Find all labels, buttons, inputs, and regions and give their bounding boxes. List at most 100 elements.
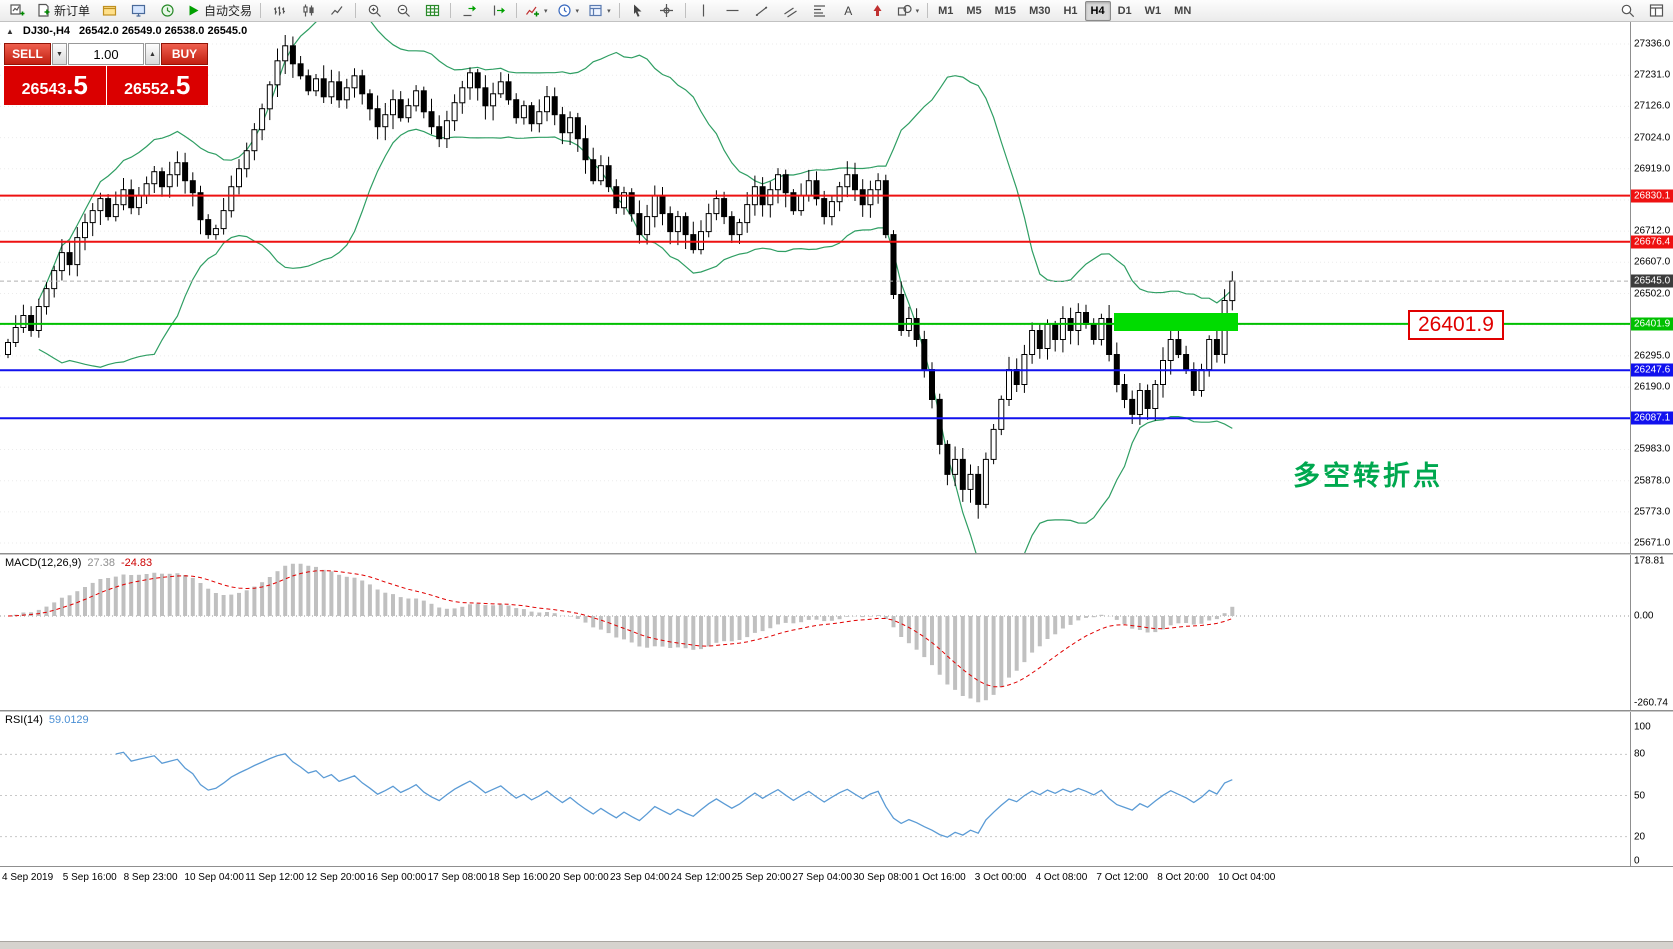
toolbar-separator bbox=[927, 3, 929, 18]
macd-axis-label: 178.81 bbox=[1634, 555, 1665, 567]
toolbar-new-order[interactable]: 新订单 bbox=[32, 0, 94, 22]
toolbar-indicators-list[interactable]: ▾ bbox=[521, 0, 552, 22]
buy-price-frac: .5 bbox=[168, 70, 191, 100]
toolbar-draw-vertical-line[interactable] bbox=[690, 0, 718, 22]
sell-price[interactable]: 26543.5 bbox=[4, 66, 106, 105]
time-axis: 4 Sep 2019 5 Sep 16:00 8 Sep 23:00 10 Sep 0… bbox=[0, 866, 1673, 890]
toolbar-bar-chart-mode[interactable] bbox=[265, 0, 293, 22]
toolbar-separator bbox=[516, 3, 518, 18]
timeframe-M1[interactable]: M1 bbox=[938, 4, 954, 17]
toolbar-new-chart[interactable] bbox=[3, 0, 31, 22]
timeframe-MN[interactable]: MN bbox=[1174, 4, 1192, 17]
macd-name: MACD(12,26,9) bbox=[5, 557, 82, 569]
draw-fibonacci-icon bbox=[814, 5, 826, 17]
price-callout-label[interactable]: 26401.9 bbox=[1408, 310, 1504, 340]
toolbar-crosshair-mode[interactable] bbox=[653, 0, 681, 22]
time-label: 18 Sep 16:00 bbox=[488, 872, 548, 883]
timeframe-M15[interactable]: M15 bbox=[994, 4, 1017, 17]
timeframe-W1[interactable]: W1 bbox=[1144, 4, 1162, 17]
macd-pane[interactable]: MACD(12,26,9) 27.38 -24.83 bbox=[0, 555, 1630, 710]
chart-marker-icon: ▲ bbox=[6, 26, 14, 36]
rsi-pane[interactable]: RSI(14) 59.0129 bbox=[0, 712, 1630, 866]
toolbar-market-watch[interactable] bbox=[124, 0, 152, 22]
chart-symbol: DJ30-,H4 bbox=[22, 25, 70, 37]
toolbar-line-chart-mode[interactable] bbox=[323, 0, 351, 22]
chinese-annotation[interactable]: 多空转折点 bbox=[1293, 461, 1443, 491]
toolbar-draw-horizontal-line[interactable] bbox=[719, 0, 747, 22]
time-label: 20 Sep 00:00 bbox=[549, 872, 609, 883]
draw-text-icon: A bbox=[844, 4, 852, 18]
timeframe-D1[interactable]: D1 bbox=[1117, 4, 1132, 17]
toolbar-draw-shapes[interactable]: ▾ bbox=[893, 0, 924, 22]
toolbar-draw-channel[interactable] bbox=[777, 0, 805, 22]
toolbar-separator bbox=[618, 3, 620, 18]
macd-chart bbox=[0, 563, 1630, 703]
buy-button[interactable]: BUY bbox=[161, 43, 208, 65]
level-lines bbox=[0, 194, 1630, 420]
highlight-rectangle[interactable] bbox=[1114, 313, 1238, 331]
toolbar-layout[interactable] bbox=[1642, 0, 1670, 22]
price-tag-26087.1: 26087.1 bbox=[1631, 411, 1673, 425]
macd-axis: 178.81 0.00 -260.74 bbox=[1630, 555, 1673, 710]
time-label: 4 Oct 08:00 bbox=[1035, 872, 1088, 883]
price-axis-label: 26712.0 bbox=[1634, 225, 1671, 237]
market-watch-icon bbox=[131, 4, 145, 17]
toolbar-candle-chart-mode[interactable] bbox=[294, 0, 322, 22]
toolbar-cursor-mode[interactable] bbox=[624, 0, 652, 22]
time-label: 12 Sep 20:00 bbox=[306, 872, 366, 883]
toolbar-profiles[interactable] bbox=[95, 0, 123, 22]
toolbar-draw-fibonacci[interactable] bbox=[806, 0, 834, 22]
time-label: 10 Sep 04:00 bbox=[184, 872, 244, 883]
time-label: 10 Oct 04:00 bbox=[1218, 872, 1276, 883]
time-label: 8 Sep 23:00 bbox=[123, 872, 178, 883]
volume-increment-button[interactable]: ▲ bbox=[145, 43, 160, 65]
price-axis-label: 26502.0 bbox=[1634, 288, 1671, 300]
auto-trading-icon bbox=[189, 5, 199, 16]
toolbar: 新订单 自动交易 ▾ ▾ ▾ A ▾ M1 M5 M15 M30 H1 H4 D1 W1 MN bbox=[0, 0, 1673, 22]
toolbar-draw-trendline[interactable] bbox=[748, 0, 776, 22]
toolbar-draw-text[interactable]: A bbox=[835, 0, 863, 22]
indicators-list-caret-icon: ▾ bbox=[544, 7, 548, 15]
timeframe-H1[interactable]: H1 bbox=[1063, 4, 1078, 17]
toolbar-chart-shift[interactable] bbox=[484, 0, 512, 22]
buy-price[interactable]: 26552.5 bbox=[106, 66, 208, 105]
auto-scroll-icon bbox=[463, 5, 476, 17]
bollinger-bands bbox=[38, 22, 1233, 553]
draw-arrows-icon bbox=[873, 5, 882, 16]
sell-price-main: 26543 bbox=[21, 81, 67, 98]
toolbar-auto-trading[interactable]: 自动交易 bbox=[182, 0, 256, 22]
pane-separator[interactable] bbox=[0, 710, 1673, 712]
timeframe-H4[interactable]: H4 bbox=[1084, 0, 1111, 21]
toolbar-tile-windows[interactable] bbox=[418, 0, 446, 22]
timeframe-M30[interactable]: M30 bbox=[1029, 4, 1051, 17]
toolbar-zoom-in[interactable] bbox=[360, 0, 388, 22]
pane-separator[interactable] bbox=[0, 553, 1673, 555]
toolbar-templates[interactable]: ▾ bbox=[584, 0, 615, 22]
buy-price-main: 26552 bbox=[124, 81, 169, 98]
toolbar-draw-arrows[interactable] bbox=[864, 0, 892, 22]
toolbar-strategy-tester[interactable] bbox=[153, 0, 181, 22]
new-order-icon bbox=[38, 3, 50, 17]
main-chart-pane[interactable]: ▲ DJ30-,H4 26542.0 26549.0 26538.0 26545… bbox=[0, 22, 1630, 553]
price-axis-label: 27231.0 bbox=[1634, 69, 1671, 81]
templates-icon bbox=[589, 4, 602, 17]
timeframe-M5[interactable]: M5 bbox=[966, 4, 982, 17]
time-label: 25 Sep 20:00 bbox=[731, 872, 792, 883]
toolbar-auto-scroll[interactable] bbox=[455, 0, 483, 22]
volume-input[interactable]: 1.00 bbox=[68, 43, 144, 65]
new-order-label: 新订单 bbox=[54, 4, 91, 18]
toolbar-periods[interactable]: ▾ bbox=[553, 0, 584, 22]
current-price-tag: 26545.0 bbox=[1631, 274, 1673, 288]
price-tag-26247.6: 26247.6 bbox=[1631, 363, 1673, 377]
price-axis: 27336.027231.027126.027024.026919.026814… bbox=[1630, 22, 1673, 553]
toolbar-zoom-out[interactable] bbox=[389, 0, 417, 22]
volume-decrement-button[interactable]: ▼ bbox=[52, 43, 67, 65]
sell-button[interactable]: SELL bbox=[4, 43, 51, 65]
candlestick-chart[interactable] bbox=[0, 22, 1630, 553]
time-label: 23 Sep 04:00 bbox=[610, 872, 670, 883]
toolbar-search[interactable] bbox=[1613, 0, 1641, 22]
time-label: 1 Oct 16:00 bbox=[914, 872, 966, 883]
macd-histogram bbox=[13, 563, 1235, 703]
rsi-value: 59.0129 bbox=[48, 714, 89, 726]
time-label: 24 Sep 12:00 bbox=[670, 872, 731, 883]
